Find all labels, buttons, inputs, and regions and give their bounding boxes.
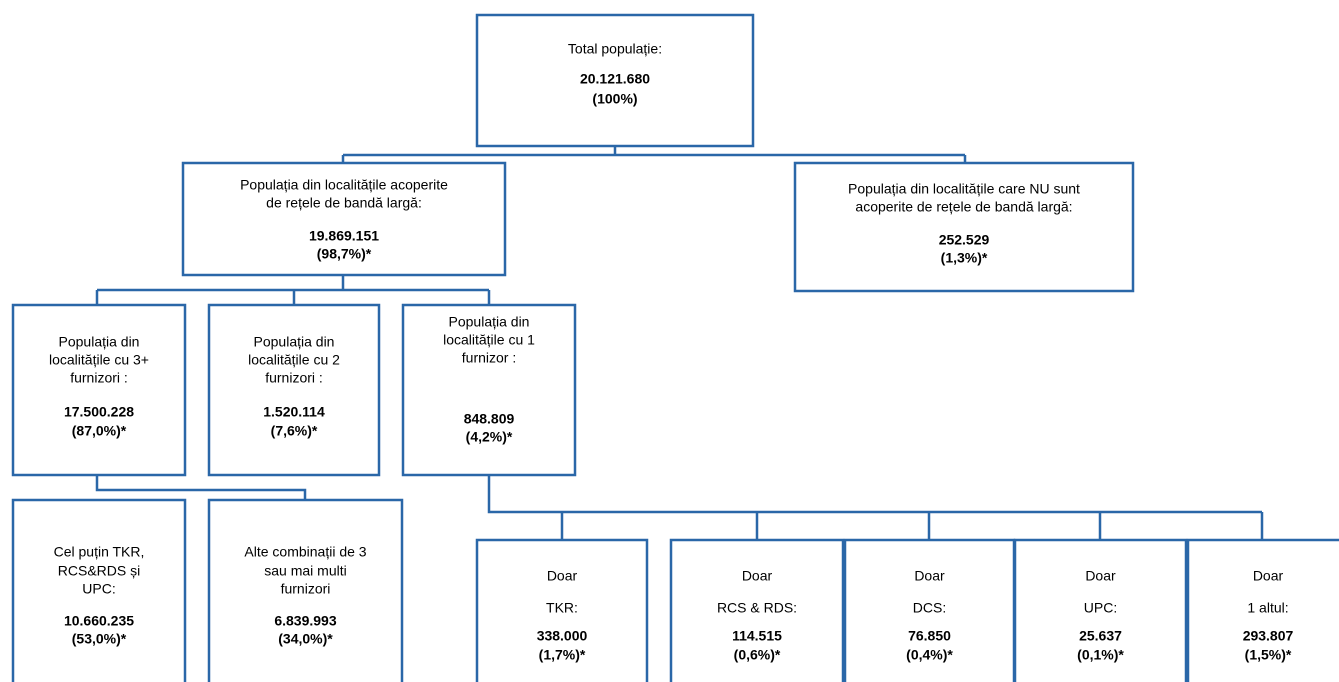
node-label: furnizori : (265, 370, 323, 386)
node-label: Doar (1085, 568, 1116, 584)
node-box (843, 538, 1016, 682)
node-label: Doar (914, 568, 945, 584)
node-label: Doar (547, 568, 578, 584)
node-share: (98,7%)* (317, 246, 372, 262)
node-label: Populația din localitățile care NU sunt (848, 181, 1080, 197)
node-value: 10.660.235 (64, 613, 134, 629)
node-label: de rețele de bandă largă: (266, 195, 422, 211)
node-label: acoperite de rețele de bandă largă: (855, 199, 1072, 215)
node-share: (53,0%)* (72, 631, 127, 647)
node-box (207, 498, 404, 682)
node-value: 17.500.228 (64, 404, 134, 420)
node-box (401, 303, 577, 477)
node: Populația din localitățile care NU sunt a… (793, 161, 1135, 293)
node: Cel puțin TKR, RCS&RDS și UPC: 10.660.235 (5… (11, 498, 187, 682)
node-value: 114.515 (732, 628, 782, 644)
node: Populația din localitățile acoperite de r… (181, 161, 507, 277)
node-value: 848.809 (464, 411, 515, 427)
node-box (475, 13, 755, 148)
node-share: (0,6%)* (734, 647, 781, 663)
node-label: localitățile cu 3+ (49, 352, 149, 368)
node-label: Populația din (59, 334, 140, 350)
node-share: (1,5%)* (1245, 647, 1292, 663)
node-value: 338.000 (537, 628, 588, 644)
node-box (475, 538, 649, 682)
connectors (95, 146, 1264, 540)
node: Total populație: 20.121.680 (100%) (475, 13, 755, 148)
node-label: Doar (742, 568, 773, 584)
node-box (11, 498, 187, 682)
node-label: Alte combinații de 3 (244, 544, 366, 560)
node: Doar DCS: 76.850 (0,4%)* (843, 538, 1016, 682)
node-box (669, 538, 845, 682)
node-value: 19.869.151 (309, 228, 379, 244)
node-box (1186, 538, 1339, 682)
node: Doar RCS & RDS: 114.515 (0,6%)* (669, 538, 845, 682)
node-box (207, 303, 381, 477)
node-share: (1,3%)* (941, 250, 988, 266)
node: Doar 1 altul: 293.807 (1,5%)* (1186, 538, 1339, 682)
node-value: 76.850 (908, 628, 951, 644)
node-label: Populația din (449, 314, 530, 330)
node-label: Doar (1253, 568, 1284, 584)
node-share: (1,7%)* (539, 647, 586, 663)
node-box (11, 303, 187, 477)
node-label: furnizori (281, 581, 331, 597)
node-label: RCS&RDS și (58, 563, 140, 579)
node-label: localitățile cu 1 (443, 332, 535, 348)
node-label: RCS & RDS: (717, 600, 797, 616)
node-value: 25.637 (1079, 628, 1122, 644)
connector (95, 275, 491, 305)
node-box (793, 161, 1135, 293)
node-share: (4,2%)* (466, 429, 513, 445)
node: Doar UPC: 25.637 (0,1%)* (1013, 538, 1188, 682)
node-label: Cel puțin TKR, (54, 544, 145, 560)
node-value: 6.839.993 (274, 613, 336, 629)
node: Populația din localitățile cu 1 furnizor :… (401, 303, 577, 477)
node-label: UPC: (82, 581, 115, 597)
node-label: localitățile cu 2 (248, 352, 340, 368)
node-label: sau mai multi (264, 563, 346, 579)
node-share: (100%) (592, 91, 637, 107)
node-label: TKR: (546, 600, 578, 616)
node: Populația din localitățile cu 2 furnizori … (207, 303, 381, 477)
node: Alte combinații de 3 sau mai multi furnizo… (207, 498, 404, 682)
connector (95, 475, 307, 500)
node-share: (7,6%)* (271, 423, 318, 439)
node-value: 20.121.680 (580, 71, 650, 87)
node-share: (0,1%)* (1077, 647, 1124, 663)
connector (341, 146, 967, 163)
node-label: furnizor : (462, 350, 516, 366)
node-label: 1 altul: (1247, 600, 1288, 616)
node-label: Populația din localitățile acoperite (240, 177, 448, 193)
node-box (1013, 538, 1188, 682)
node-value: 293.807 (1243, 628, 1294, 644)
node-label: furnizori : (70, 370, 128, 386)
node-label: Populația din (254, 334, 335, 350)
connector (487, 475, 1264, 540)
node-share: (34,0%)* (278, 631, 333, 647)
node-share: (0,4%)* (906, 647, 953, 663)
node-label: Total populație: (568, 41, 662, 57)
node-value: 252.529 (939, 232, 990, 248)
node-label: DCS: (913, 600, 946, 616)
node: Populația din localitățile cu 3+ furnizori… (11, 303, 187, 477)
node-box (181, 161, 507, 277)
node-value: 1.520.114 (263, 404, 325, 420)
node-share: (87,0%)* (72, 423, 127, 439)
node: Doar TKR: 338.000 (1,7%)* (475, 538, 649, 682)
node-label: UPC: (1084, 600, 1117, 616)
